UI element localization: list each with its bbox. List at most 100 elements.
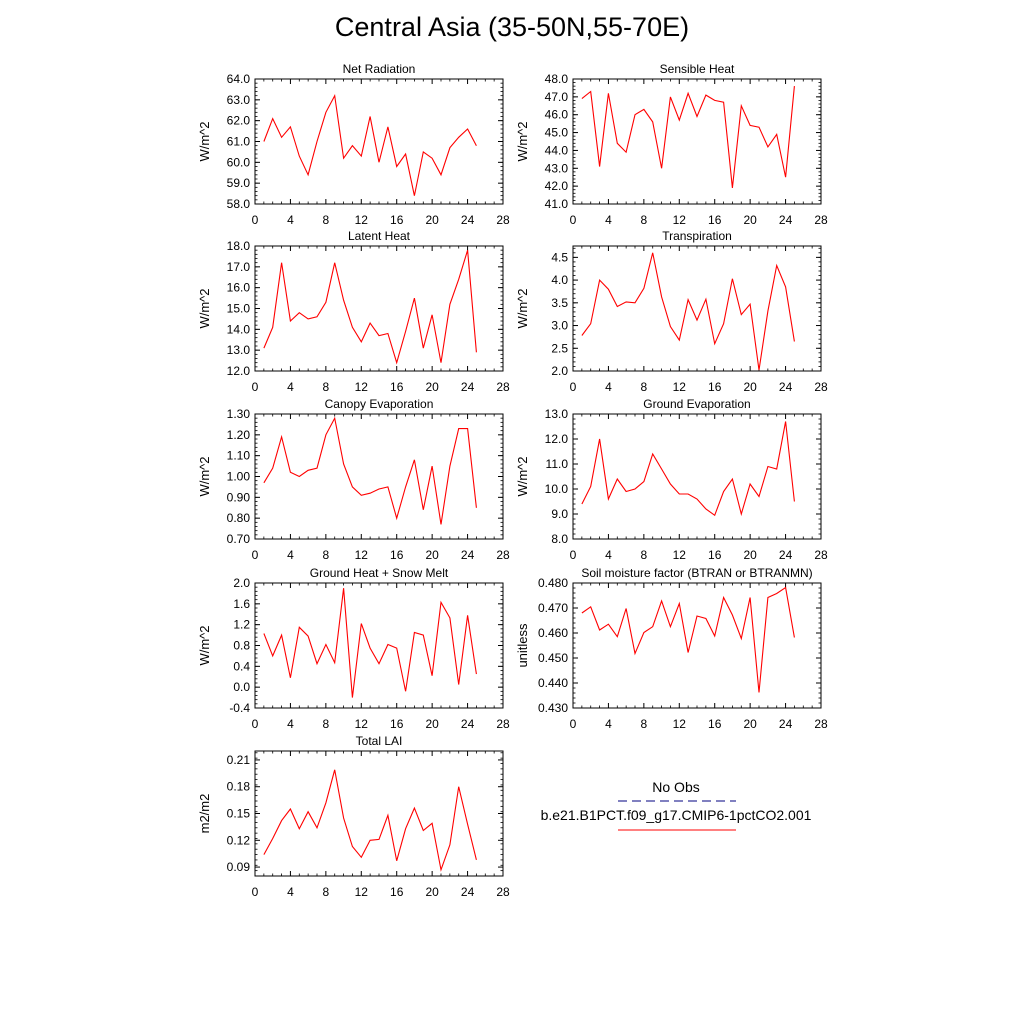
panel-soil-moisture-factor-btran-or-btranmn: 0 4 8 12 16 20 24 28 0.430 0.440 0.450 0.460 0.470 0.… [515, 566, 828, 731]
y-tick-label: 4.0 [551, 273, 568, 287]
x-tick-label: 20 [425, 885, 439, 899]
y-tick-label: 0.70 [227, 532, 251, 546]
y-tick-label: 64.0 [227, 72, 251, 86]
y-tick-label: 0.90 [227, 490, 251, 504]
x-tick-label: 12 [355, 548, 369, 562]
panel-net-radiation: 0 4 8 12 16 20 24 28 58.0 59.0 60.0 61.0 62.0 63.0 64.… [197, 62, 510, 227]
y-tick-label: 41.0 [545, 197, 569, 211]
x-tick-label: 8 [323, 380, 330, 394]
x-tick-label: 0 [252, 380, 259, 394]
x-tick-label: 24 [779, 213, 793, 227]
x-tick-label: 28 [814, 380, 828, 394]
x-tick-label: 16 [390, 213, 404, 227]
plot-frame [254, 245, 504, 372]
panel-title: Ground Heat + Snow Melt [310, 566, 449, 580]
x-tick-label: 20 [743, 213, 757, 227]
plot-frame [254, 582, 504, 709]
x-tick-label: 4 [287, 213, 294, 227]
x-tick-label: 12 [355, 380, 369, 394]
x-tick-label: 0 [252, 717, 259, 731]
y-tick-label: 46.0 [545, 108, 569, 122]
plot-frame [254, 78, 504, 205]
x-tick-label: 24 [461, 885, 475, 899]
series-line [581, 86, 795, 188]
x-tick-label: 12 [673, 548, 687, 562]
x-tick-label: 20 [743, 380, 757, 394]
x-tick-label: 16 [708, 548, 722, 562]
panel-title: Soil moisture factor (BTRAN or BTRANMN) [581, 566, 812, 580]
x-tick-label: 16 [390, 548, 404, 562]
x-tick-label: 8 [641, 213, 648, 227]
y-tick-label: 0.09 [227, 860, 251, 874]
x-tick-label: 8 [323, 885, 330, 899]
y-tick-label: 1.30 [227, 407, 251, 421]
x-tick-label: 24 [461, 717, 475, 731]
x-tick-label: 8 [641, 548, 648, 562]
x-tick-label: 28 [496, 380, 510, 394]
panel-title: Canopy Evaporation [325, 397, 434, 411]
y-tick-label: 10.0 [545, 482, 569, 496]
y-axis-label: W/m^2 [197, 288, 212, 328]
x-tick-label: 0 [252, 885, 259, 899]
panel-title: Sensible Heat [660, 62, 735, 76]
y-tick-label: 42.0 [545, 179, 569, 193]
x-tick-label: 8 [323, 213, 330, 227]
x-tick-label: 8 [323, 717, 330, 731]
x-tick-label: 8 [641, 380, 648, 394]
y-tick-label: 62.0 [227, 114, 251, 128]
panel-canopy-evaporation: 0 4 8 12 16 20 24 28 0.70 0.80 0.90 1.00 1.10 1.20 1.3… [197, 397, 510, 562]
y-tick-label: 3.0 [551, 319, 568, 333]
x-tick-label: 0 [570, 380, 577, 394]
x-tick-label: 16 [390, 717, 404, 731]
y-tick-label: 0.4 [233, 659, 250, 673]
panel-title: Latent Heat [348, 229, 411, 243]
series-line [263, 416, 477, 525]
panel-sensible-heat: 0 4 8 12 16 20 24 28 41.0 42.0 43.0 44.0 45.0 46.0 47.… [515, 62, 828, 227]
x-tick-label: 0 [570, 548, 577, 562]
x-tick-label: 4 [287, 885, 294, 899]
page-title: Central Asia (35-50N,55-70E) [334, 12, 690, 42]
panel-transpiration: 0 4 8 12 16 20 24 28 2.0 2.5 3.0 3.5 4.0 4.5 Transpira… [515, 229, 828, 394]
y-tick-label: 59.0 [227, 176, 251, 190]
y-axis-label: unitless [515, 623, 530, 668]
y-tick-label: 0.470 [538, 601, 568, 615]
series-line [263, 769, 477, 872]
y-tick-label: 44.0 [545, 143, 569, 157]
panel-title: Transpiration [662, 229, 732, 243]
x-tick-label: 4 [287, 548, 294, 562]
y-tick-label: 17.0 [227, 260, 251, 274]
x-tick-label: 28 [496, 717, 510, 731]
x-tick-label: 20 [425, 380, 439, 394]
x-tick-label: 12 [355, 213, 369, 227]
y-axis-label: W/m^2 [515, 121, 530, 161]
x-tick-label: 20 [425, 548, 439, 562]
x-tick-label: 12 [673, 213, 687, 227]
x-tick-label: 4 [605, 213, 612, 227]
y-tick-label: 18.0 [227, 239, 251, 253]
legend-model-label: b.e21.B1PCT.f09_g17.CMIP6-1pctCO2.001 [540, 807, 812, 823]
y-tick-label: 63.0 [227, 93, 251, 107]
y-tick-label: 47.0 [545, 90, 569, 104]
x-tick-label: 12 [355, 885, 369, 899]
x-tick-label: 8 [641, 717, 648, 731]
x-tick-label: 28 [814, 213, 828, 227]
y-tick-label: 0.460 [538, 626, 568, 640]
series-line [263, 250, 477, 365]
y-tick-label: 13.0 [545, 407, 569, 421]
x-tick-label: 24 [461, 213, 475, 227]
x-tick-label: 20 [425, 213, 439, 227]
series-line [263, 93, 477, 196]
series-line [581, 252, 795, 371]
y-tick-label: 0.15 [227, 807, 251, 821]
y-axis-label: W/m^2 [197, 121, 212, 161]
x-tick-label: 24 [779, 380, 793, 394]
y-axis-label: W/m^2 [197, 625, 212, 665]
panel-ground-evaporation: 0 4 8 12 16 20 24 28 8.0 9.0 10.0 11.0 12.0 13.0 Groun… [515, 397, 828, 562]
y-tick-label: 14.0 [227, 322, 251, 336]
panel-total-lai: 0 4 8 12 16 20 24 28 0.09 0.12 0.15 0.18 0.21 Total L… [197, 734, 510, 899]
y-tick-label: 48.0 [545, 72, 569, 86]
x-tick-label: 0 [570, 717, 577, 731]
y-tick-label: 2.5 [551, 341, 568, 355]
y-tick-label: 0.21 [227, 753, 251, 767]
